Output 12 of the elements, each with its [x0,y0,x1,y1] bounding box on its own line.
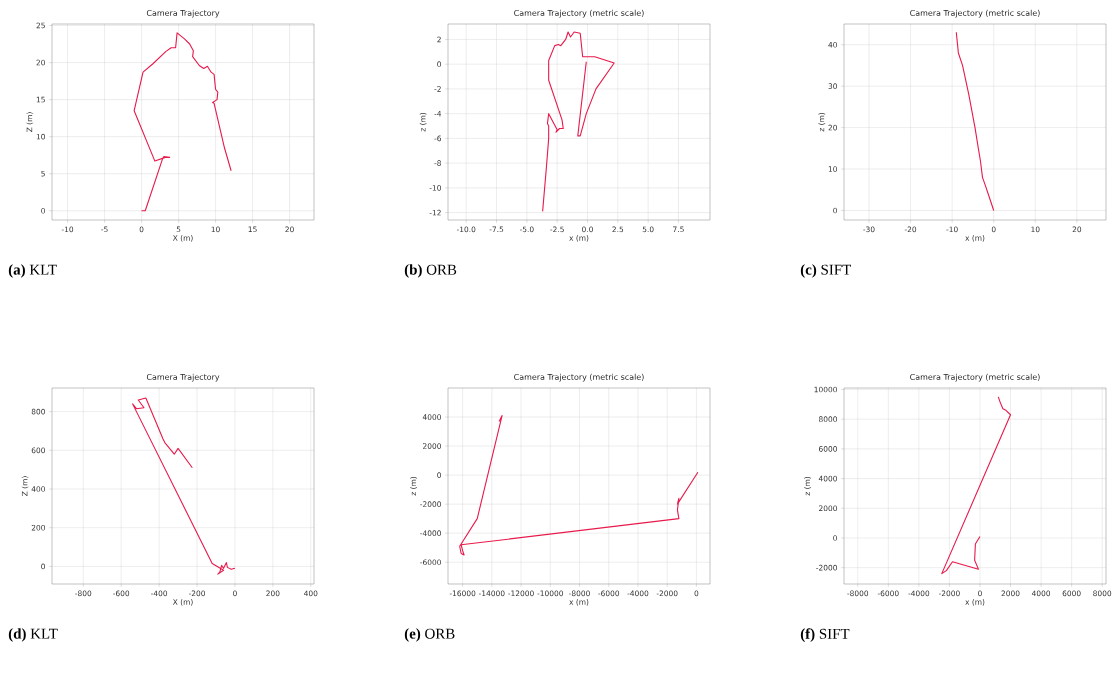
line-series [132,397,236,575]
line-series [542,31,615,212]
line-series [459,415,699,556]
text: (d) KLT [8,628,58,642]
text: (f) SIFT [800,628,850,642]
text: (c) SIFT [800,264,851,278]
line-series [941,396,1012,575]
line-series [133,32,232,212]
text: (e) ORB [404,628,455,642]
text: (a) KLT [8,264,57,278]
text: (b) ORB [404,264,457,278]
line-series [955,31,995,212]
